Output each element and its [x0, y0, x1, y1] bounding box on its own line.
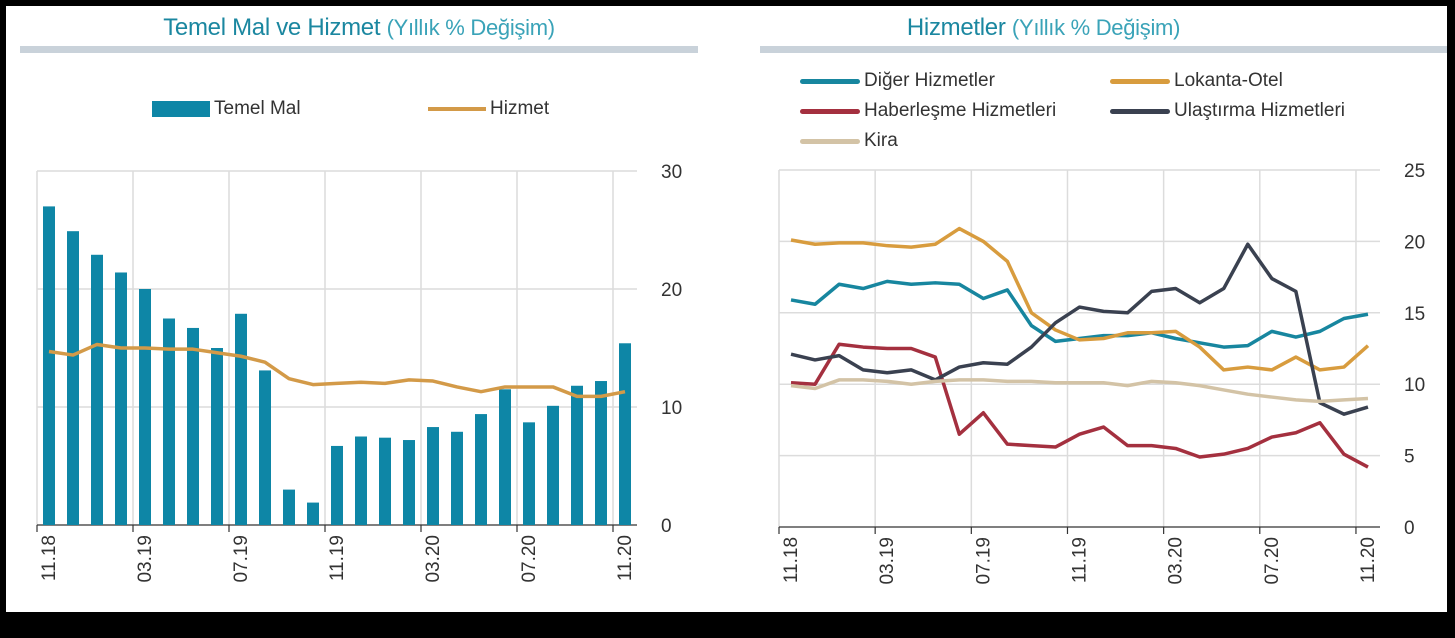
legend-swatch-line — [800, 138, 860, 144]
y-tick-label: 10 — [1404, 375, 1425, 396]
line-chart: 0 5 10 15 20 25 11.18 03.19 07.19 11.19 03.20 07.20… — [778, 161, 1425, 585]
legend-label: Ulaştırma Hizmetleri — [1174, 100, 1346, 121]
legend-item-temel-mal: Temel Mal — [152, 98, 301, 120]
legend-label: Diğer Hizmetler — [864, 70, 995, 91]
y-tick-label: 0 — [661, 516, 672, 537]
y-tick-label: 20 — [1404, 232, 1425, 253]
legend-item-hizmet: Hizmet — [428, 98, 549, 120]
x-tick-label: 03.19 — [135, 535, 156, 583]
legend-label: Temel Mal — [214, 98, 301, 119]
legend-item: Diğer Hizmetler — [800, 70, 995, 92]
x-tick-label: 07.19 — [973, 537, 994, 585]
bar-temel-mal — [619, 343, 631, 525]
legend-item: Kira — [800, 130, 898, 152]
title-main: Hizmetler — [906, 14, 1006, 41]
series-line-kira — [790, 378, 1369, 404]
bar-temel-mal — [379, 437, 391, 525]
legend-swatch-bar — [152, 101, 210, 117]
chart-title: Hizmetler (Yıllık % Değişim) — [640, 14, 1447, 42]
y-tick-label: 5 — [1404, 447, 1415, 468]
x-tick-label: 11.20 — [1358, 537, 1379, 583]
title-subtitle: (Yıllık % Değişim) — [1011, 15, 1181, 40]
x-tick-label: 11.19 — [327, 535, 348, 581]
title-rule — [760, 46, 1447, 53]
x-tick-label: 11.20 — [615, 535, 636, 581]
bar-line-chart: 0 10 20 30 11.18 03.19 07.19 11.19 03.20 07.20 11.… — [36, 162, 682, 583]
legend-swatch-line — [428, 107, 486, 111]
y-tick-label: 0 — [1404, 518, 1415, 539]
bar-temel-mal — [547, 405, 559, 525]
bar-temel-mal — [139, 289, 151, 525]
x-tick-label: 03.19 — [877, 537, 898, 585]
bar-temel-mal — [571, 385, 583, 525]
x-tick-label: 03.20 — [423, 535, 444, 583]
bar-temel-mal — [499, 389, 511, 525]
bar-temel-mal — [403, 440, 415, 525]
bar-temel-mal — [43, 206, 55, 525]
bar-temel-mal — [523, 422, 535, 525]
bar-temel-mal — [595, 381, 607, 525]
y-tick-label: 15 — [1404, 304, 1425, 325]
x-tick-label: 11.18 — [39, 535, 60, 581]
x-tick-label: 07.20 — [519, 535, 540, 583]
legend-swatch-line — [800, 78, 860, 84]
bar-temel-mal — [115, 272, 127, 525]
series-line-hizmet — [48, 342, 626, 399]
y-tick-label: 10 — [661, 398, 682, 419]
series-line-haberle-me-hizmetleri — [790, 342, 1369, 469]
legend-swatch-line — [1110, 78, 1170, 84]
x-tick-label: 11.18 — [781, 537, 802, 583]
chart-title: Temel Mal ve Hizmet (Yıllık % Değişim) — [20, 14, 698, 42]
legend-label: Haberleşme Hizmetleri — [864, 100, 1057, 121]
x-tick-label: 07.19 — [231, 535, 252, 583]
bar-temel-mal — [331, 445, 343, 525]
legend-item: Lokanta-Otel — [1110, 70, 1283, 92]
title-main: Temel Mal ve Hizmet — [163, 14, 381, 41]
y-tick-label: 25 — [1404, 161, 1425, 182]
bar-temel-mal — [307, 502, 319, 525]
title-subtitle: (Yıllık % Değişim) — [386, 15, 555, 40]
legend-item: Ulaştırma Hizmetleri — [1110, 100, 1345, 122]
bar-temel-mal — [235, 313, 247, 525]
bar-temel-mal — [91, 254, 103, 525]
right-chart-panel: Hizmetler (Yıllık % Değişim) Diğer Hizme… — [760, 6, 1447, 612]
legend-swatch-line — [800, 108, 860, 114]
bar-temel-mal — [211, 348, 223, 525]
y-tick-label: 30 — [661, 162, 682, 183]
figure: Temel Mal ve Hizmet (Yıllık % Değişim) T… — [6, 6, 1447, 612]
series-line-ula-t-rma-hizmetleri — [790, 242, 1369, 416]
y-tick-label: 20 — [661, 280, 682, 301]
title-rule — [20, 46, 698, 53]
bar-temel-mal — [283, 489, 295, 525]
bar-temel-mal — [187, 327, 199, 525]
x-tick-label: 11.19 — [1070, 537, 1091, 583]
bar-temel-mal — [163, 318, 175, 525]
x-tick-label: 07.20 — [1262, 537, 1283, 585]
legend-label: Hizmet — [490, 98, 550, 119]
bar-temel-mal — [259, 370, 271, 525]
series-line-di-er-hizmetler — [790, 279, 1369, 349]
bar-temel-mal — [475, 414, 487, 525]
legend-label: Kira — [864, 130, 898, 151]
legend-label: Lokanta-Otel — [1174, 70, 1283, 91]
bar-temel-mal — [67, 231, 79, 525]
legend-item: Haberleşme Hizmetleri — [800, 100, 1056, 122]
x-tick-label: 03.20 — [1166, 537, 1187, 585]
left-chart-panel: Temel Mal ve Hizmet (Yıllık % Değişim) T… — [20, 6, 698, 612]
bar-temel-mal — [427, 427, 439, 525]
bar-temel-mal — [451, 431, 463, 525]
legend-swatch-line — [1110, 108, 1170, 114]
bar-temel-mal — [355, 436, 367, 525]
